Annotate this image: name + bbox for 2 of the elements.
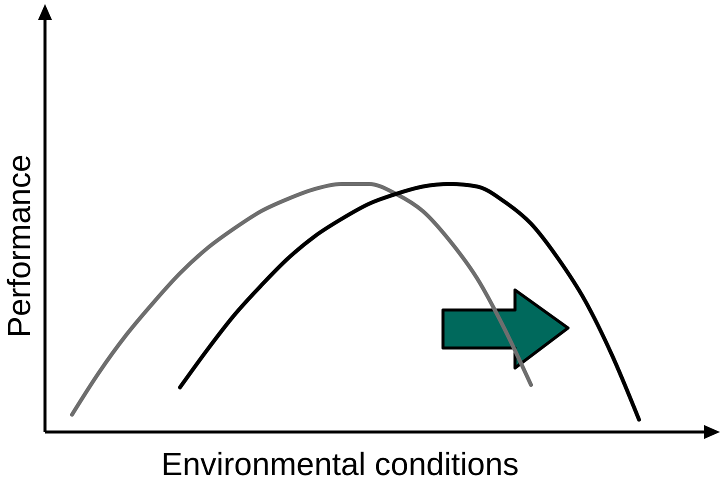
x-axis-title: Environmental conditions	[161, 446, 519, 482]
y-axis-title: Performance	[1, 154, 37, 338]
